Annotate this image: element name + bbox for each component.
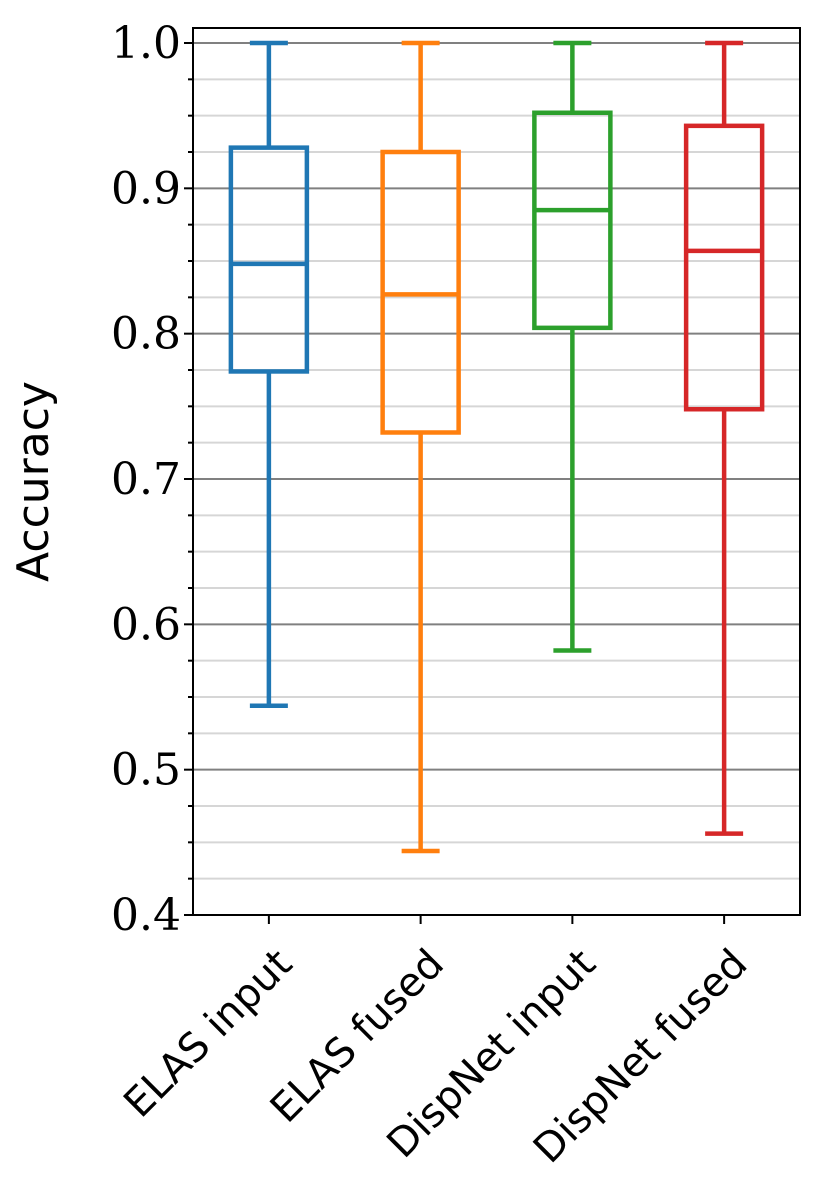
- plot-frame: [192, 27, 801, 916]
- iqr-box: [683, 123, 765, 412]
- y-tick-label: 0.9: [111, 163, 181, 214]
- y-tick-label: 0.5: [111, 745, 181, 796]
- iqr-box: [228, 145, 310, 374]
- y-axis-label: Accuracy: [8, 381, 59, 582]
- iqr-box: [532, 110, 613, 331]
- boxplot-boxes: [228, 40, 765, 854]
- box-elas-fused: [380, 40, 461, 854]
- box-dispnet-input: [532, 40, 613, 653]
- y-tick-label: 0.8: [111, 309, 181, 360]
- y-tick-label: 0.6: [111, 599, 181, 650]
- y-tick-label: 1.0: [111, 18, 181, 69]
- y-tick-label: 0.7: [111, 454, 181, 505]
- grid-lines: [193, 42, 800, 916]
- box-elas-input: [228, 40, 310, 708]
- box-dispnet-fused: [683, 40, 765, 836]
- y-tick-label: 0.4: [111, 890, 181, 941]
- y-axis-ticks: 0.4 0.5 0.6 0.7 0.8 0.9 1.0: [111, 18, 193, 941]
